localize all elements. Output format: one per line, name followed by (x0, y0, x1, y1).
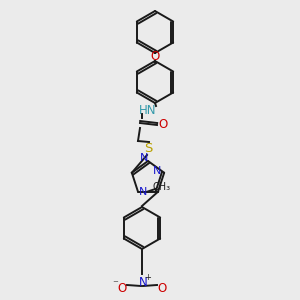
Text: N: N (140, 153, 148, 163)
Text: ⁻: ⁻ (112, 279, 118, 289)
Text: N: N (139, 187, 147, 197)
Text: O: O (158, 118, 168, 131)
Text: N: N (153, 166, 161, 176)
Text: +: + (145, 274, 152, 283)
Text: O: O (150, 50, 160, 64)
Text: S: S (144, 142, 152, 155)
Text: CH₃: CH₃ (153, 182, 171, 192)
Text: O: O (158, 281, 166, 295)
Text: O: O (117, 281, 127, 295)
Text: N: N (139, 275, 147, 289)
Text: HN: HN (139, 103, 157, 116)
